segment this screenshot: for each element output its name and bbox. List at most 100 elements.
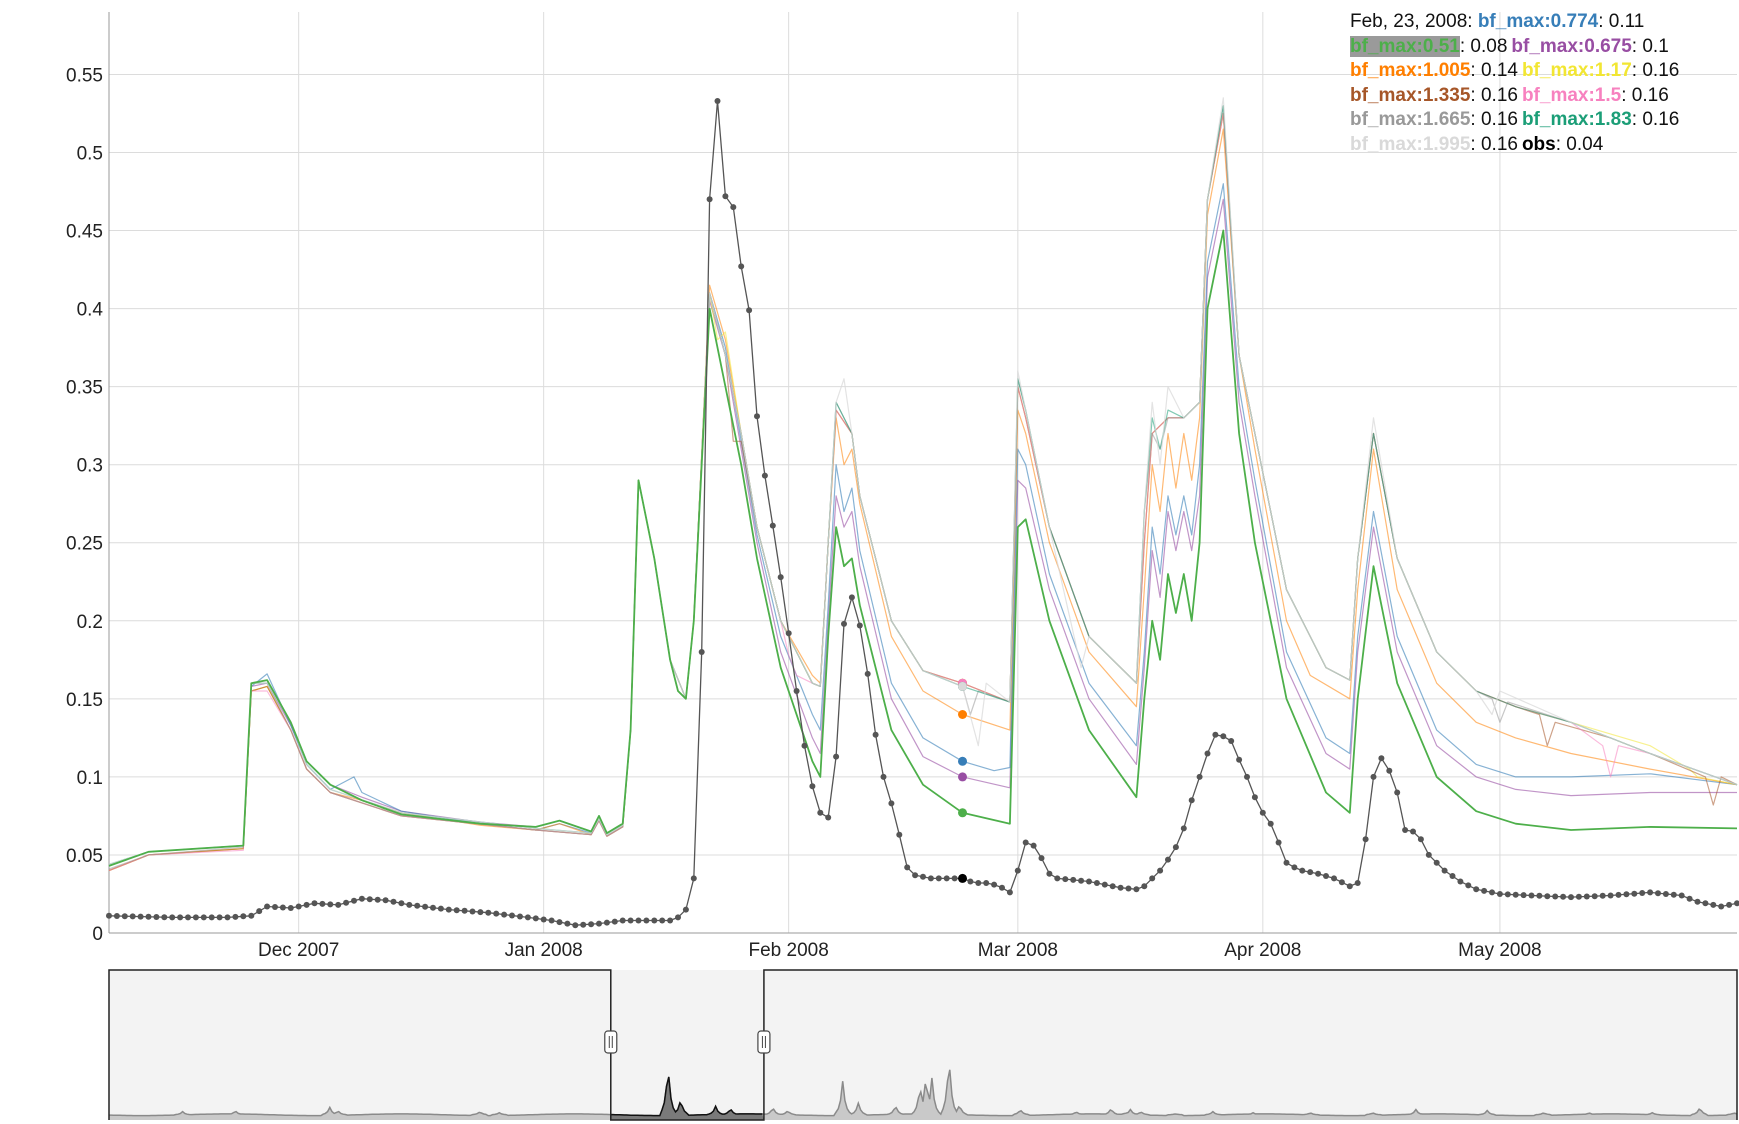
legend-entry-label: bf_max:1.17 — [1521, 60, 1632, 81]
obs-point — [1718, 903, 1725, 910]
obs-point — [1410, 828, 1416, 835]
obs-point — [232, 913, 239, 920]
obs-point — [848, 594, 855, 601]
obs-point — [1291, 864, 1298, 871]
obs-point — [564, 920, 571, 927]
highlight-markers — [958, 678, 968, 883]
obs-point — [248, 912, 255, 919]
obs-point — [935, 875, 942, 882]
obs-point — [967, 878, 974, 885]
obs-point — [951, 875, 958, 882]
obs-point — [161, 914, 168, 921]
obs-point — [1346, 883, 1353, 890]
legend-entry: bf_max:1.17: 0.16 — [1521, 60, 1680, 81]
series-line-bf-max-1-665[interactable] — [108, 105, 1738, 870]
obs-point — [1449, 873, 1456, 879]
obs-point — [611, 918, 618, 925]
series-line-bf-max-1-995[interactable] — [108, 97, 1738, 865]
obs-point — [477, 909, 484, 916]
obs-point — [682, 906, 689, 913]
obs-point — [1473, 886, 1480, 893]
obs-point — [216, 914, 223, 921]
series-line-obs[interactable] — [108, 100, 1738, 926]
obs-point — [1236, 756, 1243, 763]
highlight-point — [958, 808, 968, 818]
obs-point — [1583, 893, 1590, 900]
range-handle-right[interactable] — [757, 1030, 771, 1054]
obs-point — [177, 914, 184, 921]
obs-point — [730, 204, 737, 211]
obs-point — [1165, 856, 1171, 863]
obs-point — [121, 913, 128, 920]
obs-point — [493, 910, 500, 917]
obs-point — [943, 875, 950, 882]
obs-point — [572, 922, 579, 929]
obs-point — [1331, 875, 1337, 882]
obs-point — [659, 917, 666, 924]
obs-point — [1544, 893, 1551, 900]
range-handle-left[interactable] — [604, 1030, 618, 1054]
obs-point — [1623, 891, 1630, 898]
obs-point — [1591, 893, 1598, 900]
obs-point — [1070, 876, 1077, 883]
series-line-bf-max-0-675[interactable] — [108, 198, 1737, 867]
obs-point — [1425, 851, 1432, 858]
series-line-bf-max-1-83[interactable] — [108, 105, 1738, 865]
range-window-line — [610, 1076, 763, 1117]
obs-point — [1512, 891, 1519, 898]
obs-point — [706, 196, 713, 203]
obs-series[interactable] — [106, 98, 1739, 929]
obs-point — [1402, 827, 1409, 833]
obs-point — [351, 897, 357, 904]
obs-point — [1386, 767, 1393, 774]
obs-point — [738, 263, 745, 270]
obs-point — [1283, 859, 1290, 866]
obs-point — [817, 809, 824, 816]
obs-point — [240, 913, 247, 920]
obs-point — [888, 800, 895, 807]
obs-point — [785, 630, 792, 637]
obs-point — [1734, 900, 1739, 907]
obs-point — [1378, 755, 1385, 762]
gridlines — [109, 12, 1737, 934]
model-series[interactable] — [108, 97, 1738, 872]
obs-point — [627, 917, 634, 924]
obs-point — [1228, 738, 1235, 744]
obs-point — [1465, 882, 1472, 889]
axes — [108, 12, 1737, 934]
obs-point — [833, 753, 840, 760]
obs-point — [635, 917, 642, 924]
obs-point — [1188, 797, 1195, 804]
obs-point — [303, 901, 310, 908]
obs-point — [580, 921, 587, 928]
obs-point — [1457, 878, 1464, 885]
obs-point — [1338, 879, 1345, 886]
obs-point — [1046, 870, 1053, 877]
y-tick-label: 0.05 — [66, 846, 103, 867]
range-selector[interactable] — [108, 969, 1738, 1121]
legend-entry: bf_max:0.675: 0.1 — [1511, 35, 1669, 57]
obs-point — [1149, 875, 1156, 882]
legend-date: Feb, 23, 2008 — [1350, 11, 1468, 32]
obs-point — [106, 912, 112, 919]
obs-point — [1275, 839, 1282, 846]
obs-point — [1267, 820, 1274, 827]
obs-point — [1599, 892, 1606, 899]
obs-point — [1433, 859, 1440, 866]
obs-point — [1093, 880, 1100, 886]
legend-entry: bf_max:1.995: 0.16 — [1350, 133, 1518, 155]
x-tick-labels: Dec 2007 Jan 2008 Feb 2008 Mar 2008 Apr 2008… — [258, 940, 1542, 961]
series-line-bf-max-0-774[interactable] — [108, 183, 1738, 867]
x-tick-label: Apr 2008 — [1224, 940, 1301, 961]
obs-point — [1315, 870, 1322, 877]
obs-point — [548, 917, 555, 924]
series-line-bf-max-0-51[interactable] — [108, 229, 1738, 867]
obs-point — [1702, 900, 1709, 907]
y-tick-label: 0.55 — [66, 65, 103, 86]
y-tick-label: 0.5 — [77, 143, 103, 164]
series-line-bf-max-1-005[interactable] — [108, 128, 1738, 872]
obs-point — [1362, 836, 1369, 843]
obs-point — [1441, 867, 1448, 874]
obs-point — [1710, 901, 1717, 908]
